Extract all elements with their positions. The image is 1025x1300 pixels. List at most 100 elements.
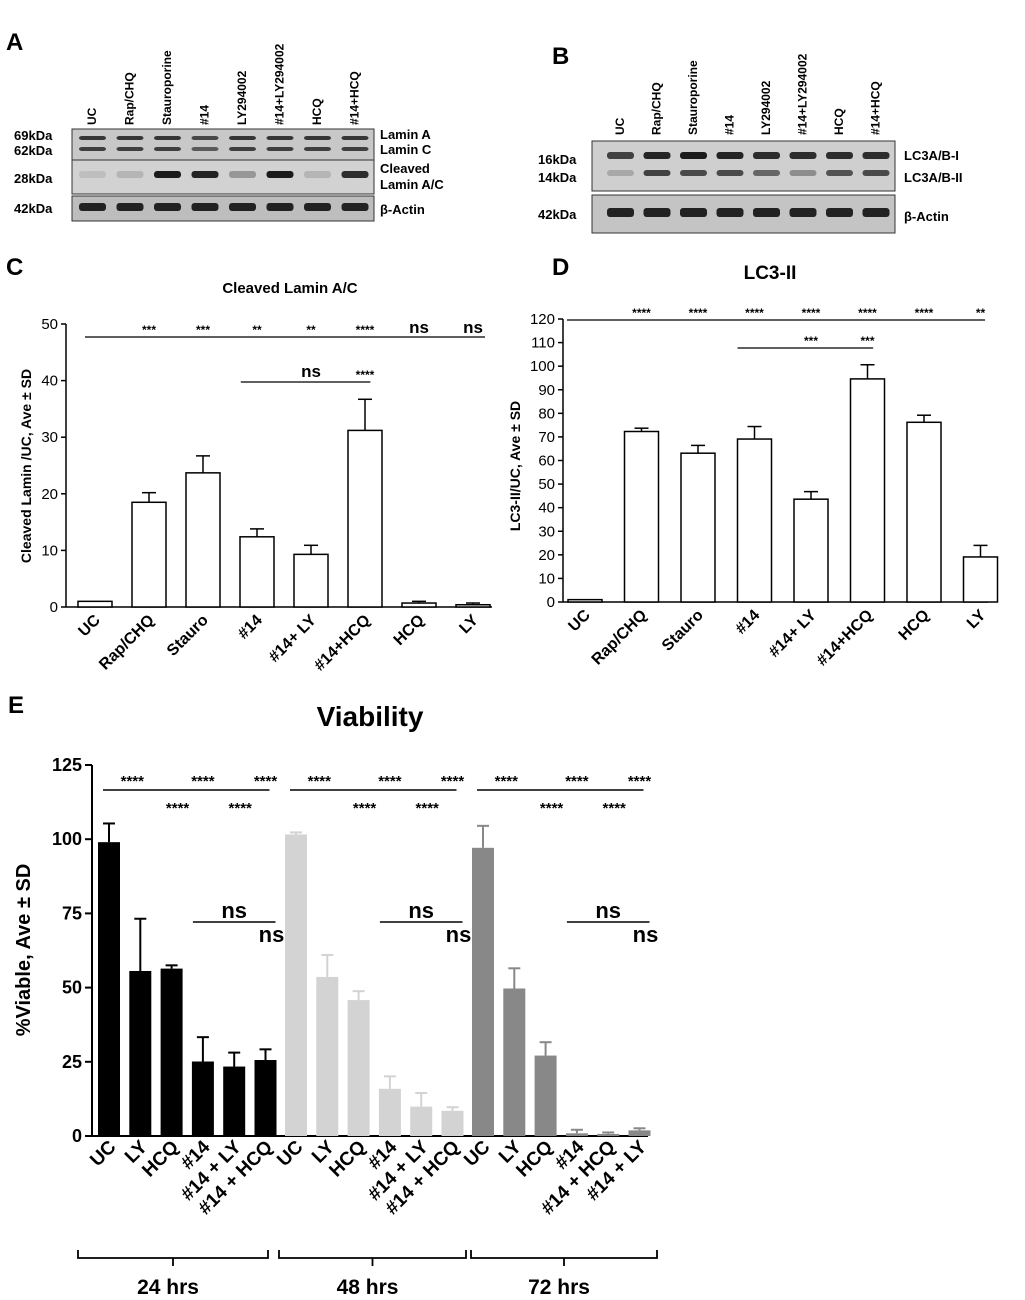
significance-label: ** (252, 323, 262, 337)
group-label: 48 hrs (337, 1276, 399, 1299)
blot-band (753, 152, 780, 159)
significance-label: **** (915, 306, 934, 320)
blot-band (79, 136, 106, 140)
y-tick-label: 80 (538, 405, 555, 422)
blot-band (826, 208, 853, 217)
blot-a-lamin-strip (71, 128, 375, 161)
blot-band (862, 152, 890, 159)
blot-band (116, 171, 144, 178)
y-tick-label: 20 (538, 547, 555, 564)
blot-band (116, 203, 144, 211)
lane-label: HCQ (310, 98, 324, 125)
bar (567, 598, 603, 603)
significance-label: ns (221, 898, 247, 923)
y-tick-label: 100 (530, 358, 555, 375)
bar (285, 834, 307, 1136)
blot-band (154, 147, 181, 151)
lane-label: LY294002 (235, 70, 249, 125)
y-tick-label: 100 (52, 829, 82, 849)
panel-label-d: D (552, 254, 569, 281)
bar (347, 1000, 370, 1136)
bar (378, 1088, 401, 1136)
blot-band (154, 203, 181, 211)
band-label: LC3A/B-II (904, 170, 963, 185)
lane-label: #14+HCQ (869, 81, 883, 135)
blot-band (116, 136, 144, 140)
y-tick-label: 10 (41, 542, 58, 559)
x-tick-label: #14+ LY (766, 607, 820, 661)
chart-title: Cleaved Lamin A/C (222, 280, 357, 297)
x-tick-label: UC (565, 606, 594, 635)
kda-label: 42kDa (538, 207, 577, 222)
blot-band (789, 170, 817, 176)
blot-band (266, 147, 294, 151)
bar (623, 430, 660, 603)
bar (160, 968, 183, 1136)
significance-label: ns (463, 318, 483, 337)
blot-band (716, 170, 744, 176)
significance-label: **** (689, 306, 708, 320)
chart-d-lc3-ii: LC3-II LC3-II/UC, Ave ± SD 0 10 20 30 40 50 60… (507, 263, 999, 670)
bar (129, 970, 152, 1136)
x-tick-label: HCQ (391, 612, 428, 649)
bar (223, 1066, 246, 1136)
significance-label: ns (595, 898, 621, 923)
blot-band (341, 203, 369, 211)
bar (472, 847, 494, 1136)
blot-band (229, 203, 256, 211)
blot-band (862, 208, 890, 217)
blot-band (304, 203, 331, 211)
blot-band (304, 136, 331, 140)
x-tick-label: #14+HCQ (814, 607, 877, 670)
significance-label: **** (632, 306, 651, 320)
bar (793, 498, 829, 603)
blot-band (229, 147, 256, 151)
group-label: 72 hrs (528, 1276, 590, 1299)
blot-band (304, 147, 331, 151)
group-bracket (470, 1250, 658, 1266)
blot-band (680, 208, 707, 217)
significance-label: ** (976, 306, 986, 320)
band-label: Cleaved (380, 161, 430, 176)
significance-label: **** (603, 800, 627, 817)
x-tick-label: Stauro (164, 612, 212, 660)
bar (503, 988, 526, 1136)
y-tick-label: 10 (538, 570, 555, 587)
bar (534, 1055, 557, 1136)
lane-label: Rap/CHQ (650, 82, 664, 135)
blot-band (266, 171, 294, 178)
blot-band (607, 208, 634, 217)
blot-band (79, 203, 106, 211)
x-tick-label: UC (75, 611, 104, 640)
panel-label-c: C (6, 254, 23, 281)
blot-band (789, 152, 817, 159)
significance-label: *** (804, 334, 818, 348)
bar (131, 501, 167, 608)
blot-band (753, 170, 780, 176)
blot-band (341, 136, 369, 140)
y-tick-label: 30 (538, 523, 555, 540)
lane-label: #14 (198, 105, 212, 125)
significance-label: ns (408, 898, 434, 923)
blot-b-lc3-strip (591, 140, 896, 192)
kda-label: 14kDa (538, 170, 577, 185)
blot-band (716, 208, 744, 217)
lane-label: UC (85, 107, 99, 125)
y-tick-label: 40 (538, 500, 555, 517)
western-blot-a: UC Rap/CHQ Stauroporine #14 LY294002 #14+LY29… (14, 43, 444, 222)
bar (962, 556, 999, 603)
y-tick-label: 25 (62, 1052, 82, 1072)
y-tick-label: 0 (72, 1126, 82, 1146)
bar (254, 1060, 277, 1136)
chart-title: LC3-II (744, 263, 797, 284)
blot-band (680, 170, 707, 176)
blot-band (229, 171, 256, 178)
blot-band (191, 136, 219, 140)
bar (849, 378, 886, 603)
blot-band (607, 152, 634, 159)
bar (191, 1061, 214, 1136)
bar (628, 1130, 651, 1136)
x-tick-label: UC (460, 1136, 494, 1170)
significance-label: **** (565, 773, 589, 790)
